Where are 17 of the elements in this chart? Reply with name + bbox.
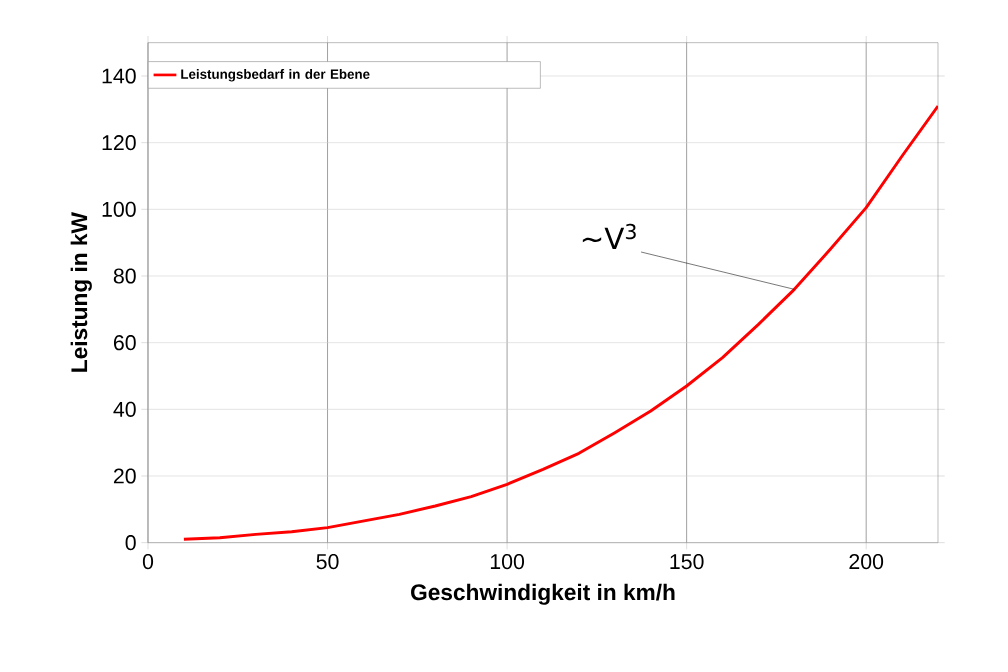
y-tick-label: 40	[113, 401, 136, 417]
y-axis-title: Leistung in kW	[70, 212, 92, 372]
y-tick-label: 60	[113, 335, 136, 351]
annotation: ∼V$^{3}$	[582, 223, 636, 250]
x-tick-label: 0	[142, 554, 154, 570]
legend-label: Leistungsbedarf in der Ebene	[181, 69, 370, 82]
y-tick-label: 120	[102, 135, 136, 151]
x-tick-label: 50	[316, 554, 339, 570]
x-tick-label: 200	[849, 554, 884, 570]
y-tick-label: 100	[102, 201, 136, 217]
x-tick-label: 150	[670, 554, 704, 570]
y-tick-label: 0	[125, 535, 136, 551]
y-tick-label: 140	[102, 68, 136, 84]
y-tick-label: 80	[113, 268, 136, 284]
x-tick-label: 100	[490, 554, 525, 570]
x-axis-title: Geschwindigkeit in km/h	[411, 583, 675, 605]
y-tick-label: 20	[113, 468, 136, 484]
